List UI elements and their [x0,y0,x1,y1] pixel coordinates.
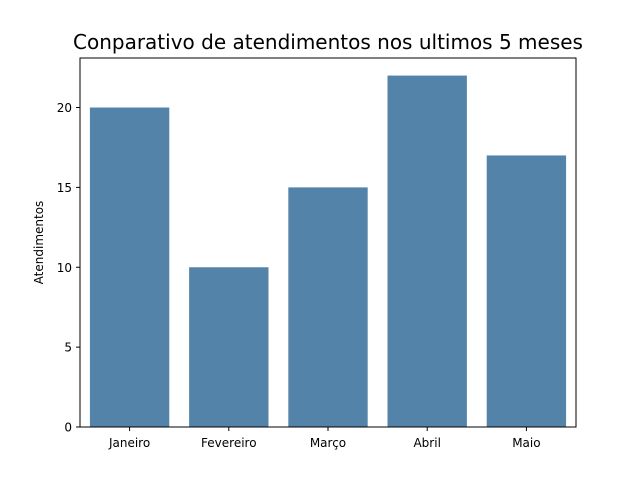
x-axis: Janeiro Fevereiro Março Abril Maio [108,427,541,450]
chart-title: Conparativo de atendimentos nos ultimos … [73,30,583,54]
y-axis-label: Atendimentos [32,201,46,285]
x-tick-label: Janeiro [108,436,150,450]
y-axis: 0 5 10 15 20 [57,101,80,435]
y-tick-label: 10 [57,261,72,275]
y-tick-label: 15 [57,181,72,195]
x-tick-label: Abril [413,436,440,450]
bar-abril [387,75,467,428]
x-tick-label: Maio [512,436,540,450]
plot-frame [79,57,577,428]
bar-março [288,187,368,427]
bar-fevereiro [189,267,269,427]
bar-maio [486,155,567,427]
x-tick-label: Março [310,436,346,450]
y-tick-label: 20 [57,101,72,115]
x-tick-label: Fevereiro [201,436,257,450]
bar-janeiro [89,107,170,428]
y-tick-label: 0 [64,421,72,435]
bars-group [89,75,567,428]
y-tick-label: 5 [64,341,72,355]
